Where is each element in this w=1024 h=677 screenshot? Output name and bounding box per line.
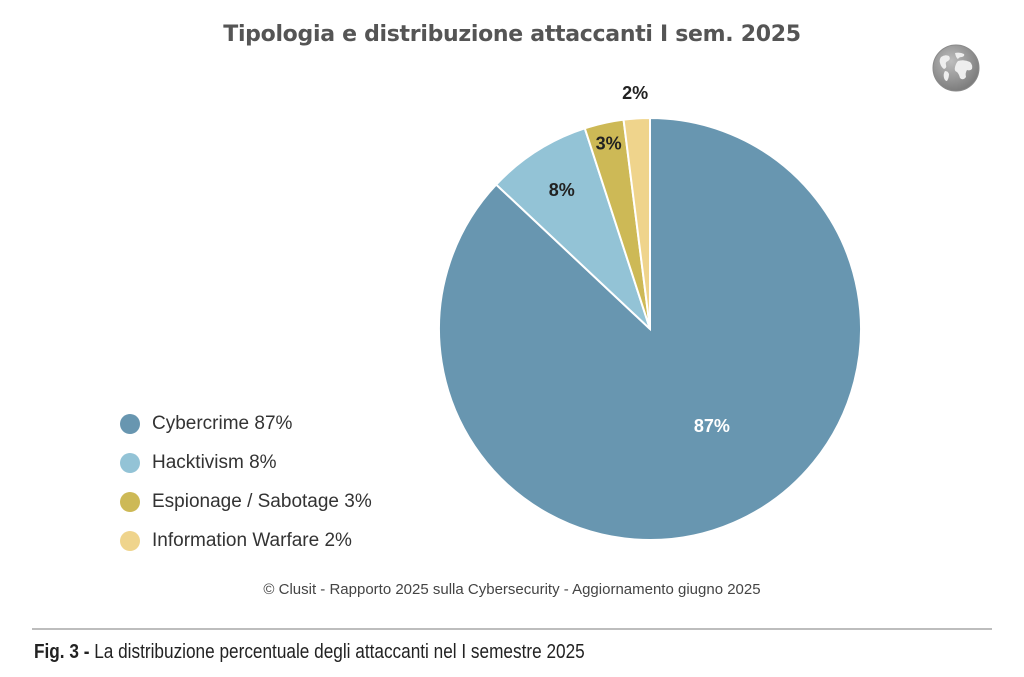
pie-data-label: 2% <box>622 83 648 103</box>
legend-label: Information Warfare 2% <box>152 529 352 551</box>
pie-data-label: 8% <box>549 180 575 200</box>
legend-label: Cybercrime 87% <box>152 412 293 434</box>
figure-number: Fig. 3 - <box>34 641 90 663</box>
source-credit: © Clusit - Rapporto 2025 sulla Cybersecu… <box>263 581 761 598</box>
chart-title: Tipologia e distribuzione attaccanti I s… <box>223 22 801 47</box>
legend-item-hacktivism: Hacktivism 8% <box>120 443 372 482</box>
legend-item-cybercrime: Cybercrime 87% <box>120 404 372 443</box>
chart-legend: Cybercrime 87% Hacktivism 8% Espionage /… <box>120 404 372 560</box>
divider <box>32 628 992 630</box>
legend-swatch-cybercrime <box>120 413 140 434</box>
legend-label: Espionage / Sabotage 3% <box>152 490 372 512</box>
legend-swatch-hacktivism <box>120 452 140 473</box>
legend-swatch-information-warfare <box>120 530 140 551</box>
legend-label: Hacktivism 8% <box>152 451 277 473</box>
legend-swatch-espionage <box>120 491 140 512</box>
figure-caption-text: La distribuzione percentuale degli attac… <box>89 641 585 663</box>
legend-item-espionage: Espionage / Sabotage 3% <box>120 482 372 521</box>
figure-caption: Fig. 3 - La distribuzione percentuale de… <box>34 641 585 664</box>
pie-slice-information-warfare <box>622 116 651 330</box>
pie-data-label: 3% <box>596 134 622 154</box>
legend-item-information-warfare: Information Warfare 2% <box>120 521 372 560</box>
pie-slices <box>438 116 862 541</box>
pie-slice-hacktivism <box>494 127 651 330</box>
pie-data-label: 87% <box>694 416 730 436</box>
globe-icon <box>932 44 980 92</box>
pie-data-labels: 87% 8% 3% 2% <box>549 83 730 436</box>
